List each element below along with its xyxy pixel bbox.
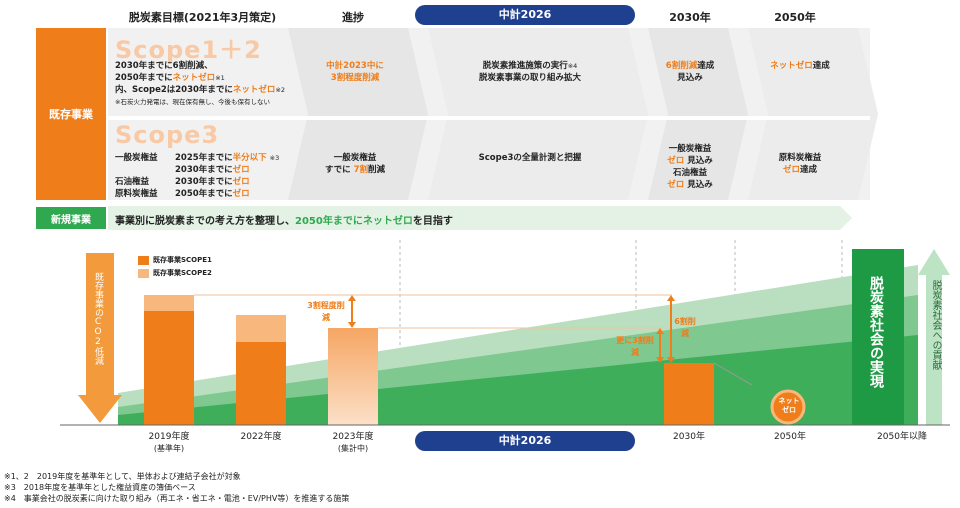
header-progress: 進捗 <box>342 11 364 24</box>
x-label-2030: 2030年 <box>673 432 705 442</box>
bar-2022-scope1 <box>236 342 286 425</box>
x-label-2023: 2023年度 (集計中) <box>332 432 374 453</box>
x-label-after-2050: 2050年以降 <box>877 432 927 442</box>
footnotes: ※1、2 2019年度を基準年として、単体および連結子会社が対象 ※3 2018… <box>4 471 604 504</box>
scope12-target: 2030年までに6割削減、 2050年までにネットゼロ※1 内、Scope2は2… <box>115 61 286 106</box>
header-target: 脱炭素目標(2021年3月策定) <box>128 11 277 24</box>
legend: 既存事業SCOPE1 既存事業SCOPE2 <box>138 254 212 280</box>
legend-scope1: 既存事業SCOPE1 <box>138 254 212 267</box>
netzero-badge-text: ネットゼロ <box>778 397 800 414</box>
co2-chart <box>60 240 950 426</box>
header-2050: 2050年 <box>774 11 816 24</box>
header-2030: 2030年 <box>669 11 711 24</box>
bar-2023 <box>328 328 378 425</box>
annotation-more-30pct: 更に3割削減 <box>616 336 654 357</box>
new-business-text-line: 事業別に脱炭素までの考え方を整理し、2050年までにネットゼロを目指す <box>115 216 453 227</box>
scope12-plan: 脱炭素推進施策の実行※4 脱炭素事業の取り組み拡大 <box>478 61 581 83</box>
contribution-label: 脱炭素社会への貢献 <box>930 280 941 370</box>
footnote-3: ※3 2018年度を基準年とした権益資産の簿価ベース <box>4 483 196 492</box>
left-down-arrow <box>78 253 122 423</box>
x-label-2050: 2050年 <box>774 432 806 442</box>
footnote-4: ※4 事業会社の脱炭素に向けた取り組み（再エネ・省エネ・電池・EV/PHV等）を… <box>4 494 350 503</box>
scope3-2030: 一般炭権益 ゼロ 見込み 石油権益 ゼロ 見込み <box>667 144 713 190</box>
scope12-title: Scope1＋2 <box>115 36 262 64</box>
x-label-plan-pill: 中計2026 <box>415 431 635 451</box>
scope3-progress: 一般炭権益 すでに 7割削減 <box>325 153 385 175</box>
scope12-progress: 中計2023中に 3割程度削減 <box>326 61 384 83</box>
legend-scope2: 既存事業SCOPE2 <box>138 267 212 280</box>
x-label-2019: 2019年度 (基準年) <box>148 432 190 453</box>
top-band-bg <box>108 28 878 230</box>
scope3-title: Scope3 <box>115 121 220 149</box>
new-business-text: 新規事業 <box>51 214 91 226</box>
new-business-label: 新規事業 <box>36 207 106 229</box>
existing-business-label: 既存事業 <box>36 28 106 200</box>
bar-2019-scope2 <box>144 295 194 311</box>
scope3-plan: Scope3の全量計測と把握 <box>478 153 582 163</box>
contribution-arrow <box>918 249 950 425</box>
existing-business-text: 既存事業 <box>49 108 93 121</box>
header-plan-pill: 中計2026 <box>415 5 635 25</box>
x-label-2022: 2022年度 <box>240 432 282 442</box>
left-arrow-label: 既存事業のCO2低減 <box>93 272 103 365</box>
bar-2019-scope1 <box>144 311 194 425</box>
realization-box <box>852 249 904 425</box>
scope3-target: 一般炭権益 2025年までに半分以下 ※3 2030年までにゼロ 石油権益 2030… <box>115 153 280 199</box>
footnote-1: ※1、2 2019年度を基準年として、単体および連結子会社が対象 <box>4 472 241 481</box>
bar-2030 <box>664 363 714 425</box>
scope3-2050: 原料炭権益 ゼロ達成 <box>778 153 822 175</box>
annotation-30pct: 3割程度削減 <box>307 301 345 322</box>
bar-2022-scope2 <box>236 315 286 342</box>
realization-label: 脱炭素社会の実現 <box>868 276 884 388</box>
annotation-60pct: 6割削減 <box>674 317 696 338</box>
green-wedge-dark <box>118 335 918 425</box>
scope12-2050: ネットゼロ達成 <box>770 61 830 71</box>
scope12-2030: 6割削減達成 見込み <box>665 61 715 83</box>
netzero-circle <box>770 389 806 425</box>
